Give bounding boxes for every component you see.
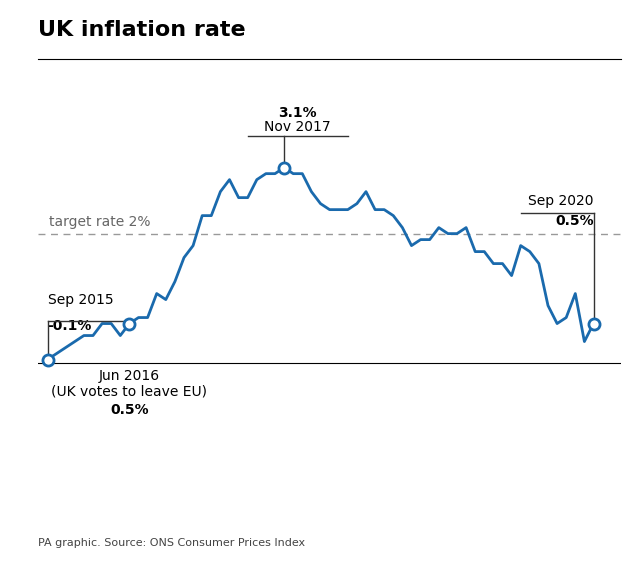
- Text: -0.1%: -0.1%: [47, 319, 92, 333]
- Text: 0.5%: 0.5%: [555, 214, 593, 228]
- Text: Sep 2015: Sep 2015: [47, 293, 113, 307]
- Text: target rate 2%: target rate 2%: [49, 215, 151, 229]
- Text: 3.1%: 3.1%: [278, 106, 317, 120]
- Text: PA graphic. Source: ONS Consumer Prices Index: PA graphic. Source: ONS Consumer Prices …: [38, 538, 305, 548]
- Text: (UK votes to leave EU): (UK votes to leave EU): [51, 385, 207, 399]
- Text: 0.5%: 0.5%: [110, 403, 148, 417]
- Text: Jun 2016: Jun 2016: [99, 368, 160, 383]
- Text: UK inflation rate: UK inflation rate: [38, 20, 246, 40]
- Text: Nov 2017: Nov 2017: [264, 120, 331, 134]
- Text: Sep 2020: Sep 2020: [528, 194, 593, 208]
